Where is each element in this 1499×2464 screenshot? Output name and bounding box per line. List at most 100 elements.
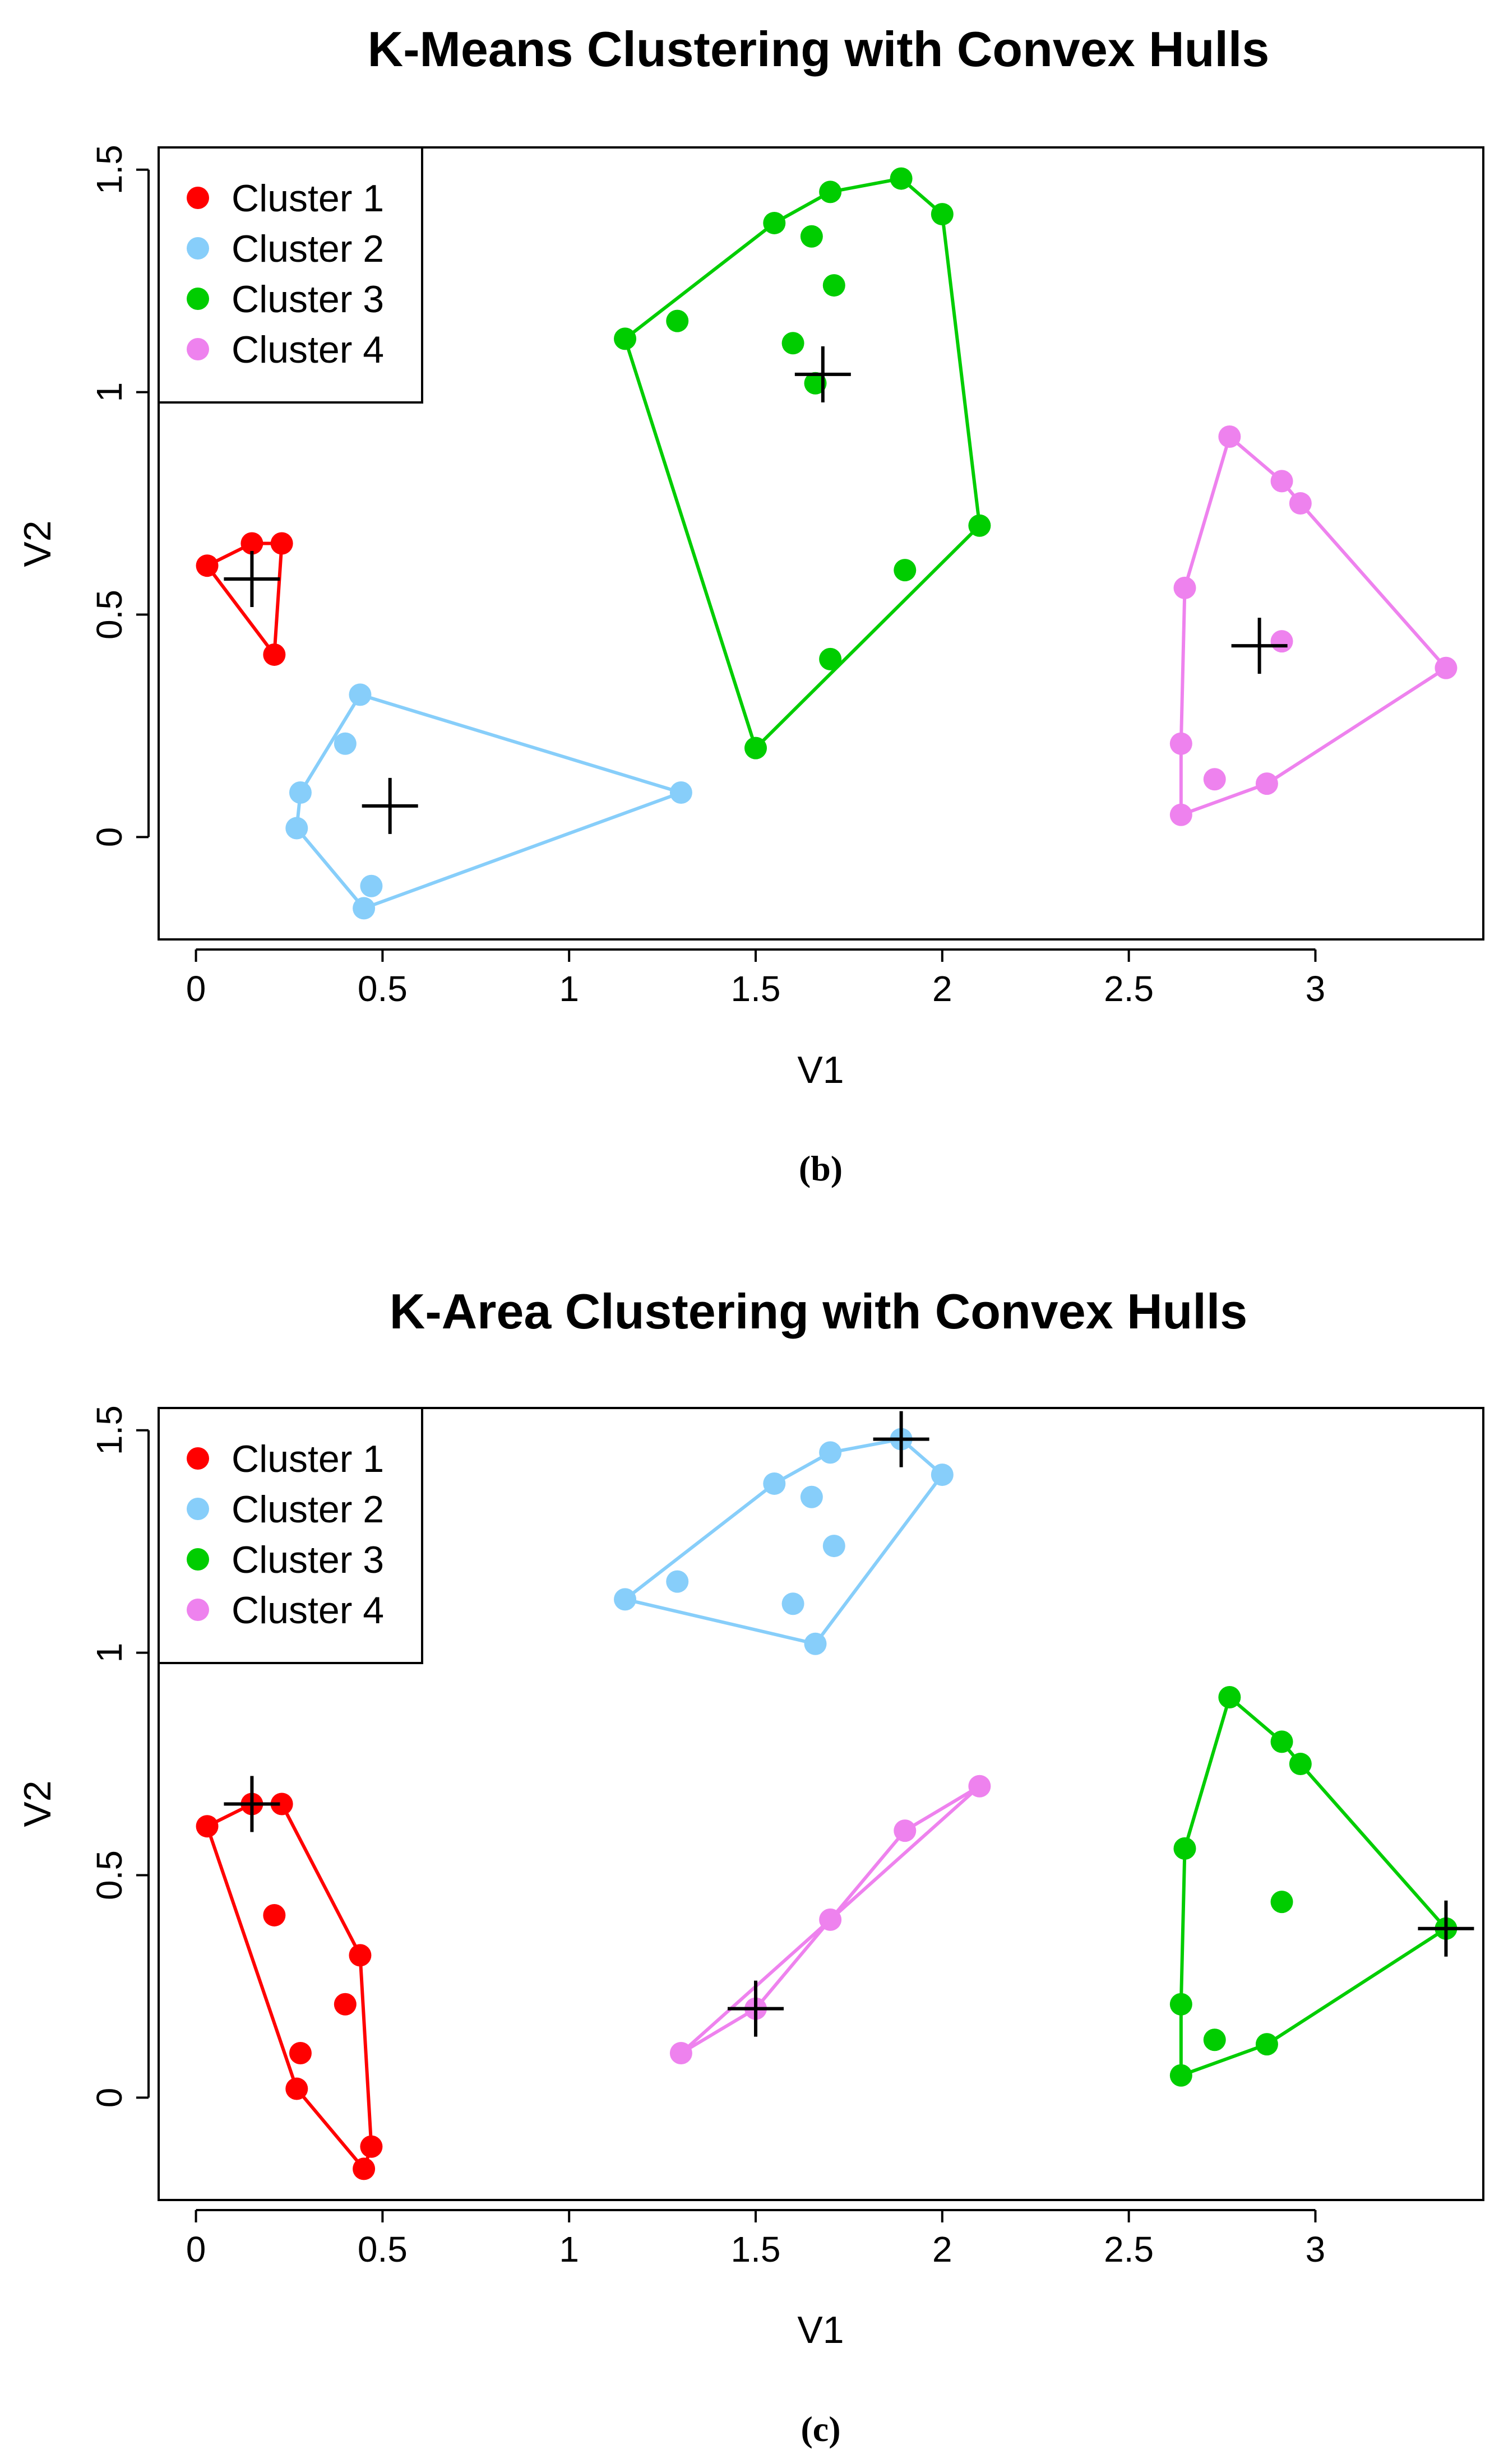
legend-marker-cluster-2 bbox=[187, 237, 209, 260]
y-axis: 0 0.5 1 1.5 bbox=[89, 145, 150, 847]
legend-label-cluster-4: Cluster 4 bbox=[232, 1589, 384, 1632]
cluster-1-point bbox=[270, 532, 293, 555]
cluster-2-hull bbox=[295, 693, 683, 910]
x-tick-label: 2 bbox=[932, 2229, 952, 2270]
x-tick-label: 1 bbox=[559, 969, 579, 1009]
x-tick-label: 0.5 bbox=[358, 969, 408, 1009]
x-tick-label: 0.5 bbox=[358, 2229, 408, 2270]
cluster-2-point bbox=[931, 1463, 954, 1486]
y-axis-label: V2 bbox=[16, 520, 59, 567]
y-tick-label: 0.5 bbox=[89, 590, 129, 640]
cluster-1-point bbox=[270, 1793, 293, 1815]
cluster-2-point bbox=[285, 817, 308, 840]
legend-marker-cluster-3 bbox=[187, 288, 209, 310]
cluster-1-point bbox=[263, 643, 286, 666]
x-tick-label: 0 bbox=[186, 969, 206, 1009]
cluster-3-point bbox=[666, 309, 689, 332]
cluster-1-point bbox=[263, 1903, 286, 1926]
x-tick-label: 3 bbox=[1306, 969, 1326, 1009]
cluster-4-point bbox=[1203, 768, 1226, 791]
x-axis: 0 0.5 1 1.5 2 2.5 3 bbox=[186, 2209, 1325, 2270]
cluster-3-point bbox=[1218, 1685, 1241, 1708]
cluster-2-point bbox=[781, 1592, 804, 1615]
plot-frame bbox=[158, 1407, 1484, 2201]
cluster-1-point bbox=[353, 2157, 376, 2180]
y-tick-label: 1 bbox=[89, 1643, 129, 1663]
x-tick-label: 1.5 bbox=[731, 2229, 781, 2270]
cluster-4-center-marker bbox=[1231, 618, 1288, 674]
legend-marker-cluster-4 bbox=[187, 338, 209, 360]
x-tick-label: 2.5 bbox=[1104, 2229, 1154, 2270]
cluster-3-point bbox=[819, 180, 842, 203]
cluster-3-point bbox=[744, 737, 767, 759]
y-tick-label: 1.5 bbox=[89, 145, 129, 194]
kmeans-panel: K-Means Clustering with Convex Hulls 0 0.… bbox=[16, 21, 1484, 1188]
cluster-2-point bbox=[804, 1632, 827, 1655]
cluster-2-hull bbox=[623, 1437, 944, 1646]
legend-label-cluster-2: Cluster 2 bbox=[232, 228, 384, 270]
cluster-3-hull bbox=[1179, 1695, 1448, 2077]
legend-label-cluster-2: Cluster 2 bbox=[232, 1488, 384, 1531]
y-tick-label: 0 bbox=[89, 2088, 129, 2108]
cluster-3-point bbox=[1169, 2064, 1192, 2087]
chart-title: K-Area Clustering with Convex Hulls bbox=[390, 1284, 1247, 1339]
y-tick-label: 1 bbox=[89, 382, 129, 402]
cluster-4-point bbox=[669, 2042, 692, 2065]
legend-label-cluster-3: Cluster 3 bbox=[232, 1539, 384, 1581]
y-axis: 0 0.5 1 1.5 bbox=[89, 1405, 150, 2108]
cluster-2-point bbox=[614, 1588, 637, 1611]
legend: Cluster 1 Cluster 2 Cluster 3 Cluster 4 bbox=[158, 146, 423, 404]
cluster-1-point bbox=[196, 554, 219, 577]
x-axis-label: V1 bbox=[797, 2309, 844, 2351]
x-tick-label: 0 bbox=[186, 2229, 206, 2270]
cluster-1-point bbox=[334, 1993, 357, 2016]
karea-panel: K-Area Clustering with Convex Hulls 0 0.5… bbox=[16, 1284, 1484, 2449]
cluster-3-point bbox=[1270, 1891, 1293, 1914]
legend-marker-cluster-3 bbox=[187, 1548, 209, 1571]
x-axis-label: V1 bbox=[797, 1049, 844, 1091]
cluster-3-point bbox=[1169, 1993, 1192, 2016]
legend-marker-cluster-1 bbox=[187, 1447, 209, 1470]
cluster-3-hull bbox=[623, 177, 982, 750]
cluster-3-point bbox=[890, 167, 913, 190]
cluster-3-point bbox=[1255, 2033, 1278, 2056]
cluster-4-point bbox=[1169, 803, 1192, 826]
center-layer bbox=[224, 1411, 1474, 2037]
cluster-3-center-marker bbox=[794, 346, 851, 402]
cluster-3-point bbox=[781, 332, 804, 355]
cluster-3-point bbox=[931, 203, 954, 226]
legend-marker-cluster-2 bbox=[187, 1498, 209, 1520]
cluster-2-point bbox=[289, 781, 312, 804]
cluster-4-point bbox=[894, 1819, 917, 1842]
cluster-1-point bbox=[349, 1944, 372, 1967]
cluster-2-center-marker bbox=[362, 777, 418, 834]
cluster-4-hull bbox=[1179, 434, 1448, 817]
legend-marker-cluster-4 bbox=[187, 1599, 209, 1621]
cluster-1-point bbox=[196, 1815, 219, 1838]
cluster-3-point bbox=[822, 274, 845, 297]
y-tick-label: 1.5 bbox=[89, 1405, 129, 1455]
cluster-3-point bbox=[800, 225, 823, 248]
cluster-3-point bbox=[819, 647, 842, 670]
cluster-1-hull bbox=[205, 1802, 373, 2171]
cluster-3-point bbox=[894, 559, 917, 582]
cluster-1-point bbox=[289, 2042, 312, 2065]
cluster-2-point bbox=[349, 683, 372, 706]
x-axis: 0 0.5 1 1.5 2 2.5 3 bbox=[186, 948, 1326, 1009]
cluster-3-point bbox=[1173, 1837, 1196, 1860]
cluster-4-point bbox=[1173, 576, 1196, 599]
cluster-4-point bbox=[1289, 492, 1312, 515]
cluster-4-point bbox=[819, 1908, 842, 1931]
cluster-3-point bbox=[763, 211, 786, 234]
x-tick-label: 2.5 bbox=[1104, 969, 1154, 1009]
y-axis-label: V2 bbox=[16, 1780, 59, 1827]
cluster-1-point bbox=[240, 532, 263, 555]
cluster-4-hull bbox=[679, 1784, 982, 2055]
legend-label-cluster-1: Cluster 1 bbox=[232, 177, 384, 220]
cluster-3-point bbox=[968, 514, 991, 537]
cluster-1-center-marker bbox=[224, 551, 280, 608]
cluster-1-point bbox=[360, 2135, 383, 2158]
legend-marker-cluster-1 bbox=[187, 187, 209, 209]
caption-c: (c) bbox=[801, 2409, 840, 2449]
